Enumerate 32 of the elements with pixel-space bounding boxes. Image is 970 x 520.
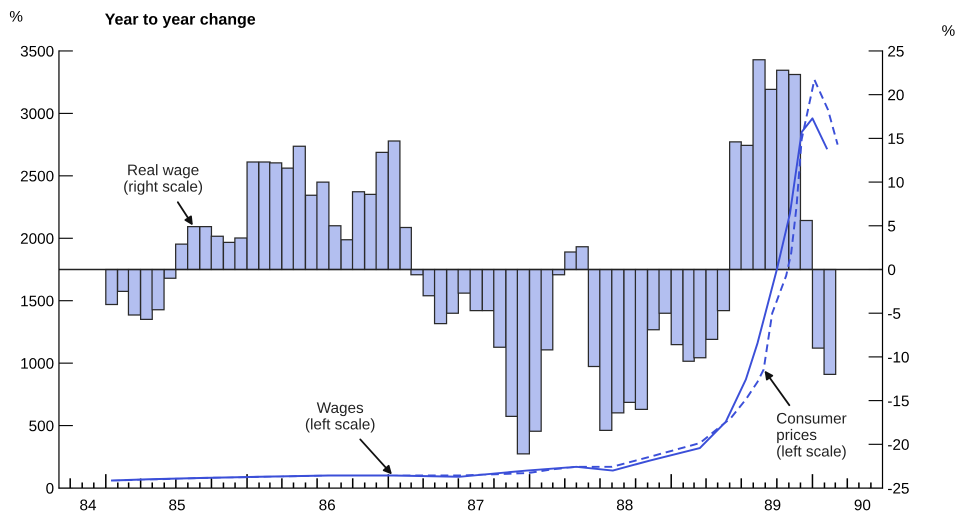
y2-axis-title: % — [942, 25, 955, 36]
x-tick-label: 90 — [854, 500, 870, 510]
x-tick-label: 88 — [616, 500, 633, 510]
x-tick-label: 86 — [319, 500, 335, 510]
x-tick-label: 85 — [169, 500, 185, 510]
y2-tick-label: -5 — [888, 308, 900, 319]
y-tick-label: 1500 — [21, 296, 54, 306]
y-tick-label: 0 — [46, 482, 54, 494]
y-axis-title: % — [10, 10, 22, 22]
y2-tick-label: 5 — [888, 220, 896, 232]
y2-tick-label: 0 — [888, 264, 896, 276]
x-tick-label: 89 — [764, 500, 780, 510]
y-tick-label: 500 — [29, 420, 54, 432]
x-tick-label: 84 — [80, 500, 96, 510]
text: Wages (left scale) — [306, 402, 374, 433]
chart-title: Year to year change — [105, 13, 256, 28]
text: Real wage (right scale) — [124, 164, 202, 195]
y2-tick-label: -20 — [888, 439, 909, 450]
y2-tick-label: -25 — [888, 482, 909, 494]
y2-tick-label: 20 — [888, 90, 904, 100]
text: Consumer prices (left scale) — [776, 412, 846, 460]
x-tick-label: 87 — [468, 500, 484, 510]
y-tick-label: 2000 — [20, 233, 54, 244]
y-tick-label: 2500 — [20, 170, 54, 182]
y2-tick-label: 15 — [888, 133, 904, 144]
y2-tick-label: 10 — [888, 176, 904, 188]
y-tick-label: 3000 — [20, 108, 54, 120]
y-tick-label: 1000 — [21, 358, 54, 369]
y2-tick-label: -15 — [888, 396, 909, 406]
y2-tick-label: 25 — [888, 46, 904, 57]
y2-tick-label: -10 — [888, 352, 909, 363]
y-tick-label: 3500 — [20, 46, 54, 57]
